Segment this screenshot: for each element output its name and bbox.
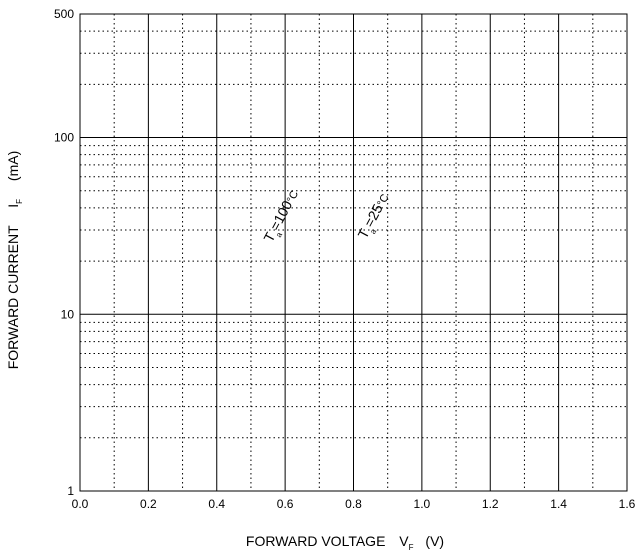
x-tick-label: 1.6 [619,497,636,511]
x-tick-label: 0.2 [140,497,157,511]
x-axis-unit: (V) [425,533,444,549]
x-tick-label: 1.4 [550,497,567,511]
label-subscript: a [274,230,284,239]
x-tick-label: 0.8 [345,497,362,511]
temperature-label: Ta=100°C [260,187,304,247]
x-axis-symbol: V [399,533,409,549]
x-tick-label: 0.0 [72,497,89,511]
x-axis-title-main: FORWARD VOLTAGE [246,533,386,549]
label-degree: °C [375,192,391,209]
x-tick-label: 0.4 [208,497,225,511]
y-tick-label: 500 [54,7,74,21]
y-axis-symbol: I [5,204,21,208]
y-tick-label: 1 [67,484,74,498]
y-axis-unit: (mA) [5,151,21,181]
y-tick-label: 100 [54,131,74,145]
x-tick-labels: 0.0 0.2 0.4 0.6 0.8 1.0 1.2 1.4 1.6 [72,497,636,511]
x-tick-label: 1.2 [482,497,499,511]
plot-frame [79,13,628,492]
y-axis-title-main: FORWARD CURRENT [5,225,21,369]
x-tick-label: 0.6 [277,497,294,511]
x-axis-subscript: F [409,543,414,552]
grid-major [80,14,627,491]
label-subscript: a [368,227,378,236]
temperature-label: Ta=25°C [354,190,395,243]
x-tick-label: 1.0 [414,497,431,511]
x-axis-title: FORWARD VOLTAGE VF (V) [246,533,444,553]
y-axis-title: FORWARD CURRENT IF (mA) [5,151,25,370]
label-degree: °C [285,189,301,206]
y-tick-labels: 1 10 100 500 [54,7,74,498]
curve-labels: Ta=100°C Ta=25°C [260,187,395,247]
y-axis-subscript: F [15,199,24,204]
y-tick-label: 10 [61,307,75,321]
grid-minor [80,14,627,491]
